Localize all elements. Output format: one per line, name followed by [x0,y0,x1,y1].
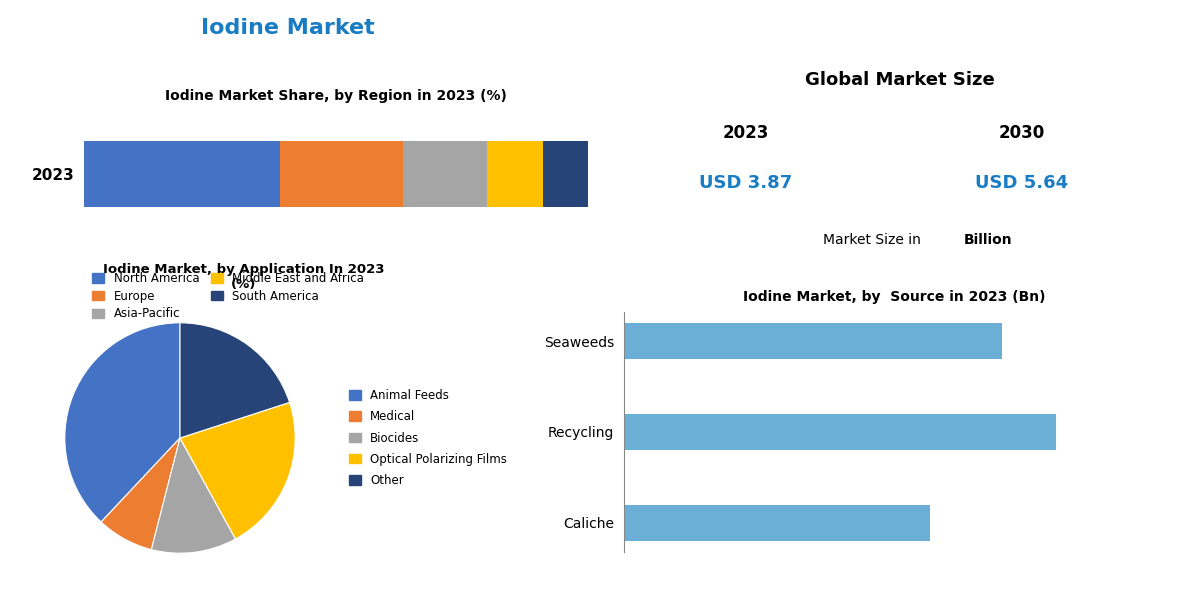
Bar [487,141,544,207]
Legend: Animal Feeds, Medical, Biocides, Optical Polarizing Films, Other: Animal Feeds, Medical, Biocides, Optical… [344,384,512,492]
Text: Billion: Billion [964,233,1012,247]
Title: Iodine Market Share, by Region in 2023 (%): Iodine Market Share, by Region in 2023 (… [166,89,506,103]
Wedge shape [151,438,235,553]
Bar [280,141,403,207]
Legend: North America, Europe, Asia-Pacific, Middle East and Africa, South America: North America, Europe, Asia-Pacific, Mid… [90,269,366,323]
Bar [403,141,487,207]
Text: Iodine Market: Iodine Market [202,18,374,38]
Wedge shape [101,438,180,550]
Title: Iodine Market, by Application In 2023
(%): Iodine Market, by Application In 2023 (%… [103,263,384,292]
Wedge shape [65,323,180,522]
Text: USD 5.64: USD 5.64 [974,174,1068,192]
Text: 2030: 2030 [998,124,1044,142]
Bar [624,505,930,541]
Title: Iodine Market, by  Source in 2023 (Bn): Iodine Market, by Source in 2023 (Bn) [743,290,1045,304]
Bar [544,141,588,207]
Text: Market Size in: Market Size in [823,233,925,247]
Bar [84,141,280,207]
Text: Global Market Size: Global Market Size [805,71,995,89]
Wedge shape [180,403,295,539]
Bar [624,323,1002,359]
Wedge shape [180,323,289,438]
Bar [624,414,1056,450]
Text: USD 3.87: USD 3.87 [698,174,792,192]
Text: 2023: 2023 [722,124,769,142]
